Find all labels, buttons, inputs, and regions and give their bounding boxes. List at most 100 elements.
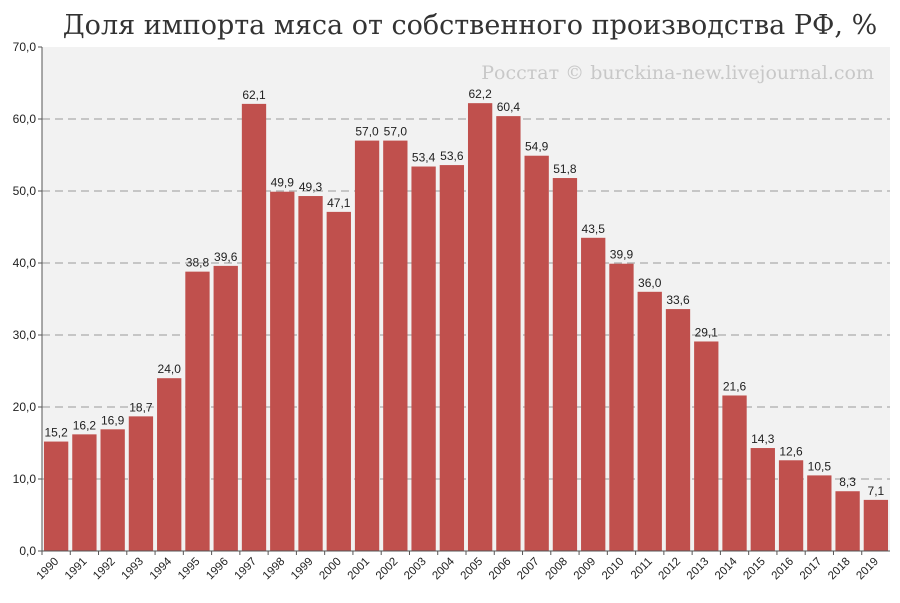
x-tick-label-2014: 2014: [713, 555, 740, 582]
x-tick-label-1994: 1994: [148, 555, 175, 582]
y-tick-label: 20,0: [13, 400, 37, 414]
data-label-1993: 18,7: [129, 400, 153, 414]
x-tick-label-1999: 1999: [289, 556, 316, 583]
x-tick-label-2019: 2019: [854, 556, 881, 583]
data-label-2016: 12,6: [779, 444, 803, 458]
bar-2004: [439, 165, 465, 551]
x-tick-label-1990: 1990: [35, 556, 62, 583]
y-tick-label: 0,0: [19, 544, 36, 558]
bar-2000: [326, 211, 351, 551]
y-tick-label: 30,0: [13, 328, 37, 342]
bar-2008: [552, 178, 578, 552]
bar-2012: [665, 309, 691, 551]
chart-title: Доля импорта мяса от собственного произв…: [63, 10, 878, 41]
bar-1994: [157, 378, 182, 551]
bar-2003: [411, 166, 436, 551]
y-tick-label: 10,0: [13, 472, 37, 486]
bar-2006: [496, 116, 521, 552]
x-tick-label-2010: 2010: [600, 556, 627, 583]
x-tick-label-2009: 2009: [572, 556, 599, 583]
x-tick-label-2011: 2011: [629, 556, 655, 582]
data-label-2007: 54,9: [525, 140, 549, 154]
y-tick-label: 40,0: [13, 256, 37, 270]
x-tick-label-1996: 1996: [204, 556, 231, 583]
x-tick-label-2007: 2007: [515, 556, 542, 583]
bar-1996: [213, 265, 238, 551]
bar-2009: [581, 237, 606, 552]
plot-area: [42, 47, 890, 551]
bar-2010: [609, 263, 634, 551]
data-label-2013: 29,1: [695, 325, 719, 339]
y-tick-label: 70,0: [13, 40, 37, 54]
x-tick-label-2002: 2002: [374, 556, 401, 583]
x-tick-label-2013: 2013: [685, 556, 712, 583]
data-label-2002: 57,0: [384, 125, 408, 139]
bar-1997: [241, 103, 267, 551]
bar-2002: [383, 140, 408, 551]
source-watermark: Росстат © burckina-new.livejournal.com: [481, 62, 874, 84]
data-label-2008: 51,8: [553, 162, 577, 176]
x-axis-ticks: 1990 1991 1992 1993 1994 1995 1996 1997 1998 1999…: [35, 551, 881, 582]
data-label-1992: 16,9: [101, 413, 125, 427]
data-label-2018: 8,3: [839, 475, 856, 489]
y-tick-label: 60,0: [13, 112, 37, 126]
bars: [43, 103, 889, 552]
bar-2013: [694, 341, 719, 551]
bar-1995: [185, 271, 210, 551]
data-label-2005: 62,2: [468, 87, 492, 101]
x-tick-label-2005: 2005: [459, 556, 486, 583]
bar-2016: [778, 460, 804, 551]
data-label-2003: 53,4: [412, 151, 436, 165]
bar-1991: [72, 434, 97, 551]
bar-2019: [863, 499, 889, 551]
x-tick-label-2000: 2000: [317, 556, 344, 583]
bar-1993: [128, 416, 154, 551]
bar-2005: [467, 103, 493, 551]
bar-2018: [835, 491, 860, 551]
data-label-1990: 15,2: [44, 426, 68, 440]
grid-lines: [42, 118, 890, 480]
x-tick-label-1997: 1997: [233, 556, 260, 583]
data-label-1994: 24,0: [158, 362, 182, 376]
data-label-2004: 53,6: [440, 149, 464, 163]
data-label-2009: 43,5: [582, 222, 606, 236]
x-tick-label-2006: 2006: [487, 556, 514, 583]
data-label-2015: 14,3: [751, 432, 775, 446]
bar-2011: [637, 291, 662, 551]
data-label-2012: 33,6: [666, 293, 690, 307]
x-tick-label-2018: 2018: [826, 556, 853, 583]
data-label-2017: 10,5: [808, 459, 832, 473]
x-tick-label-1992: 1992: [91, 556, 118, 583]
data-label-2000: 47,1: [327, 196, 351, 210]
data-label-1991: 16,2: [73, 418, 97, 432]
data-label-1998: 49,9: [271, 176, 295, 190]
data-label-2011: 36,0: [638, 276, 662, 290]
data-label-2010: 39,9: [610, 248, 634, 262]
x-tick-label-2012: 2012: [657, 556, 684, 583]
bar-2001: [354, 140, 380, 551]
x-tick-label-2017: 2017: [798, 556, 825, 583]
bar-2015: [750, 448, 775, 551]
bar-1990: [43, 441, 69, 551]
data-labels: 15,2 16,2 16,9 18,7 24,0 38,8 39,6 62,1 49,9 49,3…: [44, 87, 884, 498]
bar-1992: [100, 429, 125, 551]
data-label-2001: 57,0: [355, 125, 379, 139]
data-label-2019: 7,1: [868, 484, 885, 498]
bar-2017: [807, 475, 832, 551]
bar-2007: [524, 155, 549, 551]
data-label-1997: 62,1: [242, 88, 266, 102]
x-tick-label-2001: 2001: [346, 556, 373, 583]
y-axis-ticks: 0,0 10,0 20,0 30,0 40,0 50,0 60,0 70,0: [13, 40, 42, 558]
data-label-2006: 60,4: [497, 100, 521, 114]
x-tick-label-2003: 2003: [402, 556, 429, 583]
bar-1998: [270, 191, 295, 551]
data-label-1996: 39,6: [214, 250, 238, 264]
data-label-1999: 49,3: [299, 180, 323, 194]
x-tick-label-2015: 2015: [741, 556, 768, 583]
x-tick-label-1993: 1993: [119, 556, 146, 583]
y-tick-label: 50,0: [13, 184, 37, 198]
x-tick-label-1991: 1991: [63, 556, 90, 583]
data-label-1995: 38,8: [186, 256, 210, 270]
x-tick-label-2016: 2016: [770, 556, 797, 583]
